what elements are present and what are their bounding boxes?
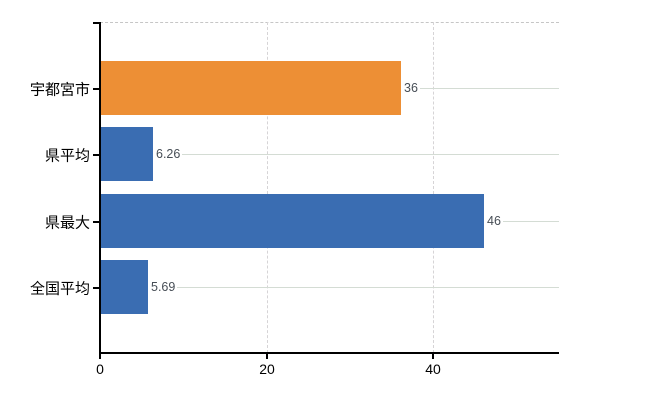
gridline-horizontal [100, 287, 559, 288]
y-axis-tick [93, 154, 100, 156]
y-axis-tick [93, 22, 100, 24]
value-label: 5.69 [148, 280, 178, 296]
x-axis-tick [432, 353, 434, 359]
value-label: 46 [484, 214, 503, 230]
x-axis-tick [266, 353, 268, 359]
x-axis-tick [99, 353, 101, 359]
category-label: 宇都宮市 [29, 81, 90, 99]
category-label: 県平均 [44, 147, 90, 165]
value-label: 36 [401, 81, 420, 97]
x-tick-label: 40 [425, 361, 441, 377]
gridline-vertical-40 [433, 22, 434, 353]
bar [101, 194, 484, 248]
y-axis-tick [93, 88, 100, 90]
x-tick-label: 0 [96, 361, 104, 377]
bar [101, 61, 401, 115]
y-axis-tick [93, 287, 100, 289]
y-axis-tick [93, 221, 100, 223]
gridline-vertical-20 [267, 22, 268, 353]
bar [101, 260, 148, 314]
bar [101, 127, 153, 181]
gridline-horizontal [100, 154, 559, 155]
x-tick-label: 20 [259, 361, 275, 377]
y-axis [99, 22, 101, 354]
plot-top-border [100, 22, 559, 23]
category-label: 全国平均 [29, 280, 90, 298]
x-axis [99, 352, 559, 354]
category-label: 県最大 [44, 214, 90, 232]
value-label: 6.26 [153, 147, 183, 163]
